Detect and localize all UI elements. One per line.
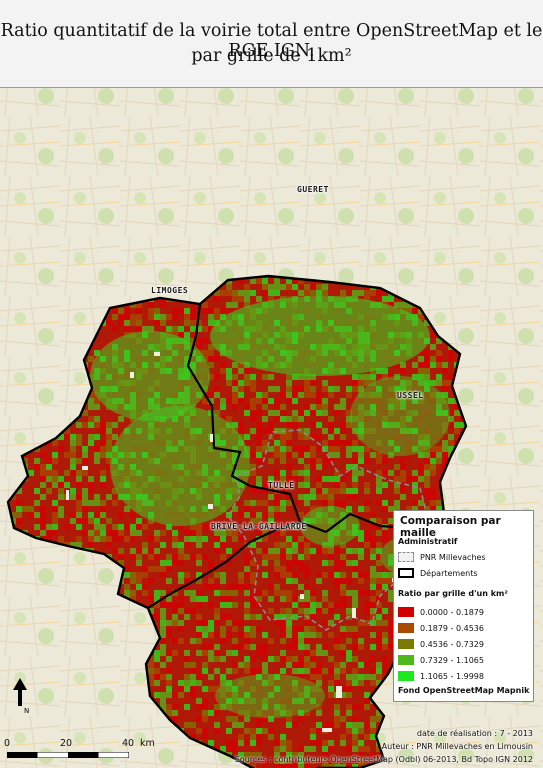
green-zone-center [300, 506, 360, 546]
legend-panel: Comparaison par maille Administratif PNR… [393, 510, 534, 702]
map-title-box: Ratio quantitatif de la voirie total ent… [0, 0, 543, 88]
city-label-tulle: TULLE [268, 481, 295, 490]
legend-title: Comparaison par maille [400, 515, 501, 539]
pnr-swatch-icon [398, 552, 414, 562]
class-4-swatch-icon [398, 655, 414, 665]
green-zone-brive [215, 674, 325, 718]
legend-class-1-label: 0.0000 - 0.1879 [420, 607, 484, 617]
white-no-data-cells [66, 352, 398, 732]
green-zone-limoges [110, 406, 250, 526]
legend-class-2: 0.1879 - 0.4536 [398, 622, 484, 634]
legend-class-5-label: 1.1065 - 1.9998 [420, 671, 484, 681]
scale-tick-0: 0 [4, 738, 11, 749]
credit-author: Auteur : PNR Millevaches en Limousin [381, 742, 533, 751]
green-zone-north [90, 331, 210, 421]
map-area[interactable]: GUERET LIMOGES USSEL TULLE BRIVE-LA-GAIL… [0, 88, 543, 768]
map-title: Ratio quantitatif de la voirie total ent… [0, 21, 543, 61]
scale-tick-20: 20 [60, 738, 73, 749]
legend-admin-heading: Administratif [398, 537, 458, 546]
scale-bar-graphic [7, 752, 129, 758]
map-canvas[interactable] [0, 88, 543, 768]
legend-item-departements: Départements [398, 567, 478, 579]
departement-border-haute-vienne-creuse [186, 303, 327, 534]
legend-class-4: 0.7329 - 1.1065 [398, 654, 484, 666]
legend-class-2-label: 0.1879 - 0.4536 [420, 623, 484, 633]
legend-class-4-label: 0.7329 - 1.1065 [420, 655, 484, 665]
green-zone-gueret [210, 296, 430, 376]
city-label-brive: BRIVE-LA-GAILLARDE [211, 522, 307, 531]
pnr-millevaches-boundary [227, 429, 431, 631]
city-label-gueret: GUERET [297, 185, 329, 194]
legend-class-3: 0.4536 - 0.7329 [398, 638, 484, 650]
legend-basemap: Fond OpenStreetMap Mapnik [398, 686, 530, 695]
city-label-limoges: LIMOGES [151, 286, 189, 295]
class-2-swatch-icon [398, 623, 414, 633]
credit-sources: Sources : contributeurs OpenStreetMap (O… [234, 755, 533, 764]
credit-date: date de réalisation : 7 - 2013 [416, 729, 533, 738]
legend-class-3-label: 0.4536 - 0.7329 [420, 639, 484, 649]
legend-class-5: 1.1065 - 1.9998 [398, 670, 484, 682]
legend-departements-label: Départements [420, 568, 478, 578]
departement-swatch-icon [398, 568, 414, 578]
city-label-ussel: USSEL [397, 391, 424, 400]
legend-class-1: 0.0000 - 0.1879 [398, 606, 484, 618]
scale-tick-40: 40 [122, 738, 135, 749]
map-subtitle: par grille de 1km² [191, 46, 352, 66]
class-5-swatch-icon [398, 671, 414, 681]
class-1-swatch-icon [398, 607, 414, 617]
green-zone-east [350, 376, 450, 456]
legend-item-pnr: PNR Millevaches [398, 551, 486, 563]
scale-unit: km [140, 738, 155, 749]
north-arrow-icon: N [13, 678, 29, 714]
departement-border-haute-vienne-correze [147, 520, 301, 609]
legend-ratio-heading: Ratio par grille d'un km² [398, 589, 508, 598]
scale-bar: 0 20 40 km [4, 738, 164, 764]
north-label: N [24, 707, 29, 714]
departement-border-outer [6, 274, 468, 768]
class-3-swatch-icon [398, 639, 414, 649]
legend-pnr-label: PNR Millevaches [420, 552, 486, 562]
